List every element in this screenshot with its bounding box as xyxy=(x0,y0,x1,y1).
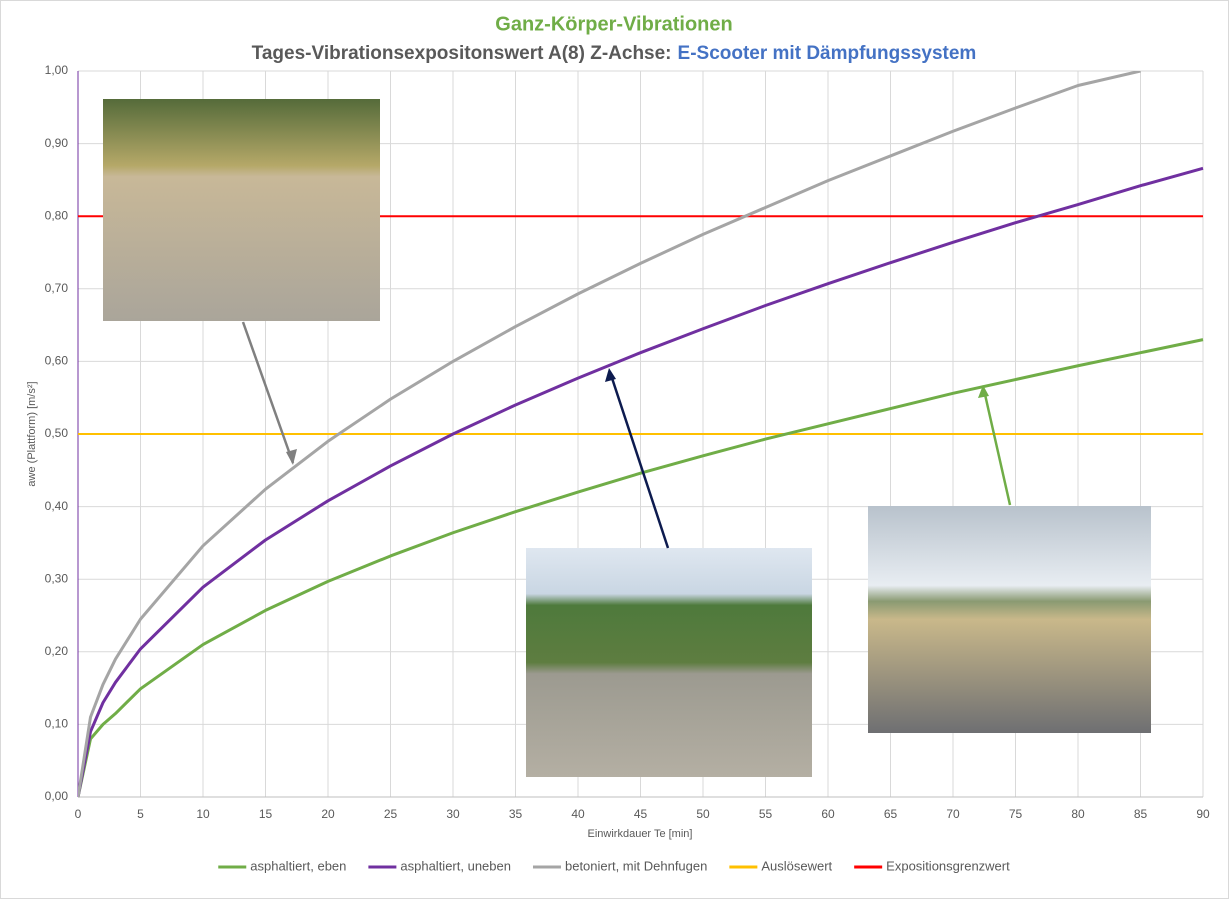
legend-label: Expositionsgrenzwert xyxy=(886,858,1010,873)
x-tick-label: 10 xyxy=(196,807,210,821)
legend: asphaltiert, eben asphaltiert, uneben beto… xyxy=(218,858,1010,873)
photos xyxy=(103,99,1151,777)
x-tick-label: 65 xyxy=(884,807,898,821)
arrow xyxy=(982,389,1012,506)
y-tick-label: 0,10 xyxy=(45,717,69,731)
legend-label: Auslösewert xyxy=(761,858,832,873)
x-tick-label: 20 xyxy=(321,807,335,821)
photo-smooth-asphalt xyxy=(868,506,1151,733)
x-tick-label: 85 xyxy=(1134,807,1148,821)
arrow xyxy=(608,371,670,549)
x-tick-label: 35 xyxy=(509,807,523,821)
arrow-head xyxy=(605,368,616,382)
y-tick-label: 0,00 xyxy=(45,789,69,803)
chart-subtitle: Tages-Vibrationsexpositonswert A(8) Z-Ac… xyxy=(252,43,672,64)
x-tick-label: 25 xyxy=(384,807,398,821)
y-tick-label: 0,50 xyxy=(45,426,69,440)
plot-area xyxy=(78,71,1204,798)
arrow-head xyxy=(286,449,297,465)
x-tick-label: 55 xyxy=(759,807,773,821)
y-tick-label: 0,30 xyxy=(45,571,69,585)
x-axis-label: Einwirkdauer Te [min] xyxy=(588,828,693,840)
x-tick-label: 70 xyxy=(946,807,960,821)
y-tick-label: 0,80 xyxy=(45,208,69,222)
x-tick-label: 15 xyxy=(259,807,273,821)
y-tick-label: 0,90 xyxy=(45,136,69,150)
x-tick-label: 50 xyxy=(696,807,710,821)
x-tick-label: 90 xyxy=(1196,807,1210,821)
x-tick-label: 60 xyxy=(821,807,835,821)
legend-label: asphaltiert, eben xyxy=(250,858,346,873)
x-tick-label: 80 xyxy=(1071,807,1085,821)
y-tick-label: 0,70 xyxy=(45,281,69,295)
y-axis-label: awe (Plattform) [m/s²] xyxy=(26,381,38,486)
x-tick-label: 40 xyxy=(571,807,585,821)
x-tick-label: 75 xyxy=(1009,807,1023,821)
photo-concrete xyxy=(103,99,380,321)
chart-subtitle-highlight: E-Scooter mit Dämpfungssystem xyxy=(678,43,977,64)
y-tick-label: 0,20 xyxy=(45,644,69,658)
legend-label: asphaltiert, uneben xyxy=(400,858,511,873)
legend-label: betoniert, mit Dehnfugen xyxy=(565,858,707,873)
series-line xyxy=(78,166,1204,798)
x-tick-label: 45 xyxy=(634,807,648,821)
photo-rough-asphalt xyxy=(526,548,812,777)
arrow xyxy=(241,321,295,464)
x-tick-label: 30 xyxy=(446,807,460,821)
series-line xyxy=(78,338,1204,798)
y-tick-label: 1,00 xyxy=(45,63,69,77)
y-tick-label: 0,40 xyxy=(45,499,69,513)
series-line xyxy=(78,71,1141,798)
arrow-head xyxy=(978,385,989,398)
x-tick-label: 5 xyxy=(137,807,144,821)
x-tick-label: 0 xyxy=(75,807,82,821)
y-tick-label: 0,60 xyxy=(45,354,69,368)
chart-title: Ganz-Körper-Vibrationen xyxy=(495,13,732,35)
